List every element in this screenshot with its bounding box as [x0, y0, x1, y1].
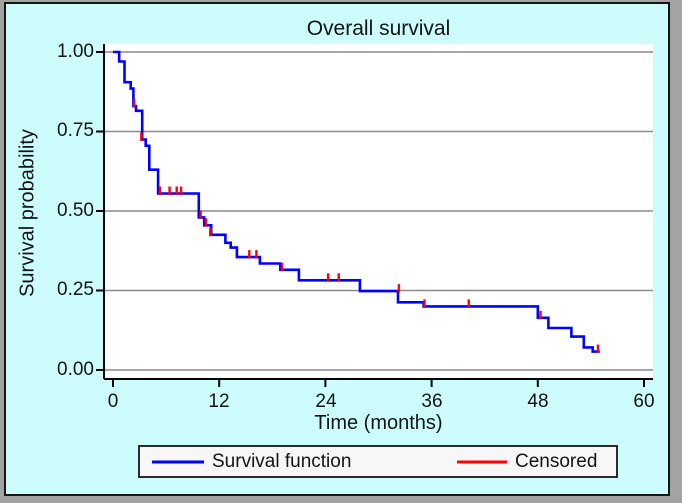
legend-label-censored: Censored	[515, 450, 598, 472]
y-tick-label-0.25: 0.25	[57, 279, 94, 300]
y-axis-label: Survival probability	[16, 129, 39, 297]
legend-box: Survival function Censored	[138, 445, 618, 478]
censored-line-swatch	[457, 460, 507, 463]
x-axis-label: Time (months)	[314, 412, 443, 434]
x-tick-label-24: 24	[315, 391, 337, 412]
y-tick-label-0.00: 0.00	[57, 359, 94, 380]
x-tick-label-60: 60	[633, 391, 655, 412]
x-tick-label-0: 0	[107, 391, 119, 412]
legend-label-survival-function: Survival function	[212, 450, 352, 472]
y-tick-label-1.00: 1.00	[57, 41, 94, 62]
x-tick-label-36: 36	[421, 391, 443, 412]
chart-title: Overall survival	[306, 17, 451, 40]
x-tick-label-48: 48	[527, 391, 549, 412]
y-tick-label-0.50: 0.50	[57, 200, 94, 221]
x-tick-label-12: 12	[208, 391, 230, 412]
y-tick-label-0.75: 0.75	[57, 120, 94, 141]
survival-function-line-swatch	[152, 460, 204, 463]
